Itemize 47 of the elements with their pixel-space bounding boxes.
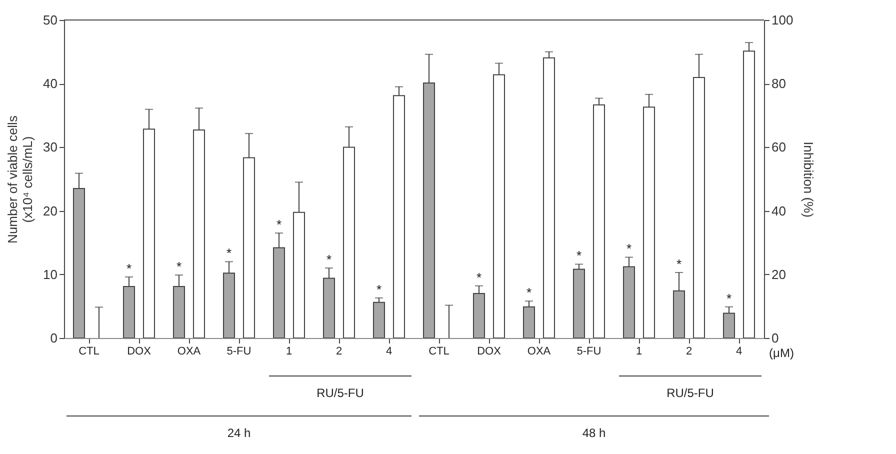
- x-tick-label: 5-FU: [226, 346, 252, 358]
- x-tick-label: 4: [736, 346, 742, 358]
- data-label: *: [626, 241, 632, 256]
- data-label: *: [326, 252, 332, 268]
- data-label: *: [126, 260, 132, 276]
- bar: [573, 268, 585, 338]
- y2-tick-label: 20: [772, 266, 786, 282]
- y2-tick-label: 40: [772, 203, 786, 218]
- x-tick-label: 4: [386, 346, 392, 358]
- x-tick-label: CTL: [428, 346, 450, 358]
- data-label: *: [476, 270, 482, 285]
- data-label: *: [726, 290, 732, 306]
- x-tick-label: OXA: [527, 346, 552, 358]
- y-tick-label: 30: [43, 140, 58, 155]
- text: RU/5-FU: [316, 386, 364, 400]
- y-axis-title: Number of viable cells (x10⁴ cells/mL): [5, 115, 36, 244]
- y-tick-label: 40: [43, 76, 58, 92]
- x-tick-label: CTL: [78, 346, 100, 358]
- x-tick-label: 1: [286, 346, 292, 358]
- y2-tick-label: 0: [772, 330, 779, 346]
- data-label: *: [526, 285, 532, 300]
- y-tick-label: 10: [43, 266, 58, 282]
- data-label: *: [276, 217, 282, 232]
- x-tick-label: 2: [686, 346, 692, 358]
- y-tick-label: 50: [43, 12, 58, 28]
- x-tick-label: 1: [636, 346, 642, 358]
- x-tick-label: 5-FU: [576, 346, 602, 358]
- text: (μM): [769, 346, 794, 360]
- text: RU/5-FU: [666, 386, 714, 400]
- x-tick-label: OXA: [177, 346, 202, 358]
- x-tick-label: DOX: [477, 346, 502, 358]
- text: 24 h: [227, 426, 251, 440]
- data-label: *: [176, 259, 182, 274]
- y2-tick-label: 60: [772, 140, 786, 155]
- y-tick-label: 0: [50, 330, 58, 346]
- data-label: *: [376, 282, 382, 297]
- x-tick-label: 2: [336, 346, 342, 358]
- data-label: *: [676, 256, 682, 272]
- y-tick-label: 20: [43, 203, 58, 218]
- y2-tick-label: 80: [772, 76, 786, 92]
- text: 48 h: [582, 426, 606, 440]
- bar: [373, 302, 385, 338]
- data-label: *: [576, 248, 582, 264]
- x-tick-label: DOX: [127, 346, 152, 358]
- y2-tick-label: 100: [772, 12, 794, 28]
- y2-axis-title: Inhibition (%): [801, 142, 816, 218]
- data-label: *: [226, 246, 232, 261]
